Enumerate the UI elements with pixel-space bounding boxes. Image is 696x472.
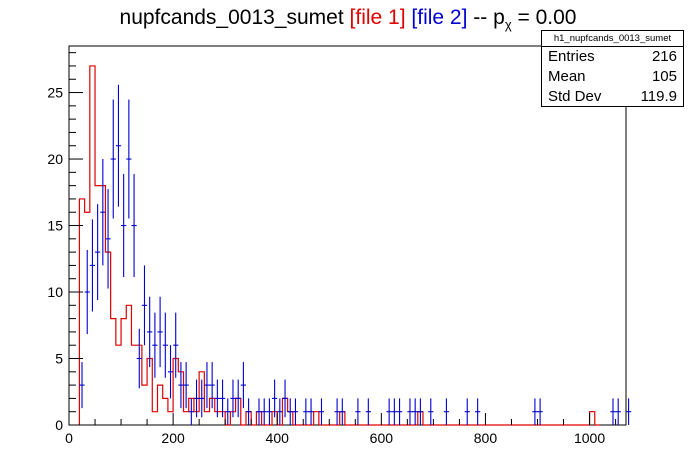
stats-box: h1_nupfcands_0013_sumet Entries 216 Mean… bbox=[541, 30, 684, 107]
stats-label: Entries bbox=[548, 48, 595, 65]
file2-point bbox=[282, 379, 288, 418]
file2-point bbox=[537, 398, 543, 425]
file2-point bbox=[141, 265, 148, 346]
file2-point bbox=[173, 312, 179, 378]
file2-point bbox=[84, 249, 90, 335]
x-tick-label: 1000 bbox=[574, 430, 605, 446]
file2-point bbox=[115, 84, 122, 207]
file2-point bbox=[396, 398, 403, 425]
stats-label: Std Dev bbox=[548, 88, 602, 105]
file2-point bbox=[266, 398, 273, 425]
file2-point bbox=[428, 398, 434, 425]
stats-value: 216 bbox=[651, 48, 677, 65]
stats-row-stddev: Std Dev 119.9 bbox=[542, 87, 683, 107]
file2-point bbox=[162, 312, 168, 378]
file2-point bbox=[443, 398, 450, 425]
file2-point bbox=[532, 398, 538, 425]
title-file1: [file 1] bbox=[349, 6, 406, 29]
file2-point bbox=[412, 398, 418, 425]
y-tick-label: 0 bbox=[55, 417, 63, 433]
stats-value: 105 bbox=[651, 68, 677, 85]
stats-value: 119.9 bbox=[640, 88, 677, 105]
file2-point bbox=[464, 398, 470, 425]
file2-point bbox=[626, 398, 632, 425]
file2-point bbox=[261, 398, 267, 425]
file2-point bbox=[256, 398, 262, 425]
file2-point bbox=[339, 398, 345, 425]
file2-point bbox=[152, 312, 158, 378]
file2-point bbox=[391, 398, 397, 425]
y-tick-label: 5 bbox=[55, 351, 63, 367]
stats-row-entries: Entries 216 bbox=[542, 47, 683, 67]
file2-point bbox=[365, 398, 371, 425]
file2-point bbox=[219, 379, 226, 418]
file2-point bbox=[615, 398, 621, 425]
x-tick-label: 400 bbox=[266, 430, 290, 446]
title-main: nupfcands_0013_sumet bbox=[119, 6, 344, 29]
file2-point bbox=[178, 362, 184, 409]
chart-title: nupfcands_0013_sumet [file 1] [file 2] -… bbox=[0, 6, 696, 32]
file2-point bbox=[475, 398, 481, 425]
file2-point bbox=[230, 379, 236, 418]
file2-point bbox=[199, 379, 205, 418]
file2-point bbox=[214, 379, 220, 418]
file2-point bbox=[147, 296, 153, 368]
file2-point bbox=[303, 398, 309, 425]
file2-point bbox=[95, 204, 101, 301]
stats-label: Mean bbox=[548, 68, 586, 85]
title-sep: -- bbox=[473, 6, 488, 29]
file2-point bbox=[121, 174, 127, 278]
file2-point bbox=[131, 174, 137, 278]
file2-point bbox=[89, 219, 96, 312]
file2-point bbox=[308, 398, 314, 425]
title-file2: [file 2] bbox=[411, 6, 468, 29]
file2-point bbox=[240, 362, 246, 409]
file2-point bbox=[79, 362, 85, 409]
file2-point bbox=[193, 379, 200, 418]
y-tick-label: 20 bbox=[47, 151, 63, 167]
file2-point bbox=[225, 398, 231, 425]
file2-point bbox=[386, 398, 392, 425]
file2-point bbox=[610, 398, 616, 425]
file2-point bbox=[183, 362, 189, 409]
x-tick-label: 800 bbox=[474, 430, 498, 446]
file2-point bbox=[110, 99, 116, 219]
x-tick-label: 200 bbox=[161, 430, 185, 446]
title-value: = 0.00 bbox=[517, 6, 577, 29]
stats-row-mean: Mean 105 bbox=[542, 67, 683, 87]
file2-point bbox=[209, 362, 215, 409]
file2-point bbox=[355, 398, 361, 425]
file2-point bbox=[204, 362, 210, 409]
file2-point bbox=[272, 379, 278, 418]
file2-point bbox=[407, 398, 413, 425]
title-p: p bbox=[493, 6, 505, 29]
file2-point bbox=[188, 398, 194, 425]
x-tick-label: 0 bbox=[65, 430, 73, 446]
file2-point bbox=[287, 398, 293, 425]
file2-point bbox=[235, 379, 241, 418]
file1-histogram-line bbox=[78, 65, 600, 426]
y-tick-label: 25 bbox=[47, 85, 63, 101]
file2-point bbox=[100, 159, 106, 266]
file2-point bbox=[277, 398, 283, 425]
file2-point bbox=[126, 99, 132, 219]
file2-point bbox=[157, 296, 163, 368]
file2-point bbox=[245, 398, 252, 425]
file2-point bbox=[334, 398, 340, 425]
y-tick-label: 15 bbox=[47, 218, 63, 234]
file2-point bbox=[105, 189, 111, 289]
file2-point bbox=[417, 398, 423, 425]
x-tick-label: 600 bbox=[370, 430, 394, 446]
file2-point bbox=[167, 345, 174, 399]
stats-name: h1_nupfcands_0013_sumet bbox=[542, 31, 683, 47]
file2-point bbox=[136, 328, 142, 389]
title-sub: χ bbox=[504, 17, 512, 33]
file2-point bbox=[318, 398, 325, 425]
y-tick-label: 10 bbox=[47, 284, 63, 300]
file2-point bbox=[292, 398, 299, 425]
